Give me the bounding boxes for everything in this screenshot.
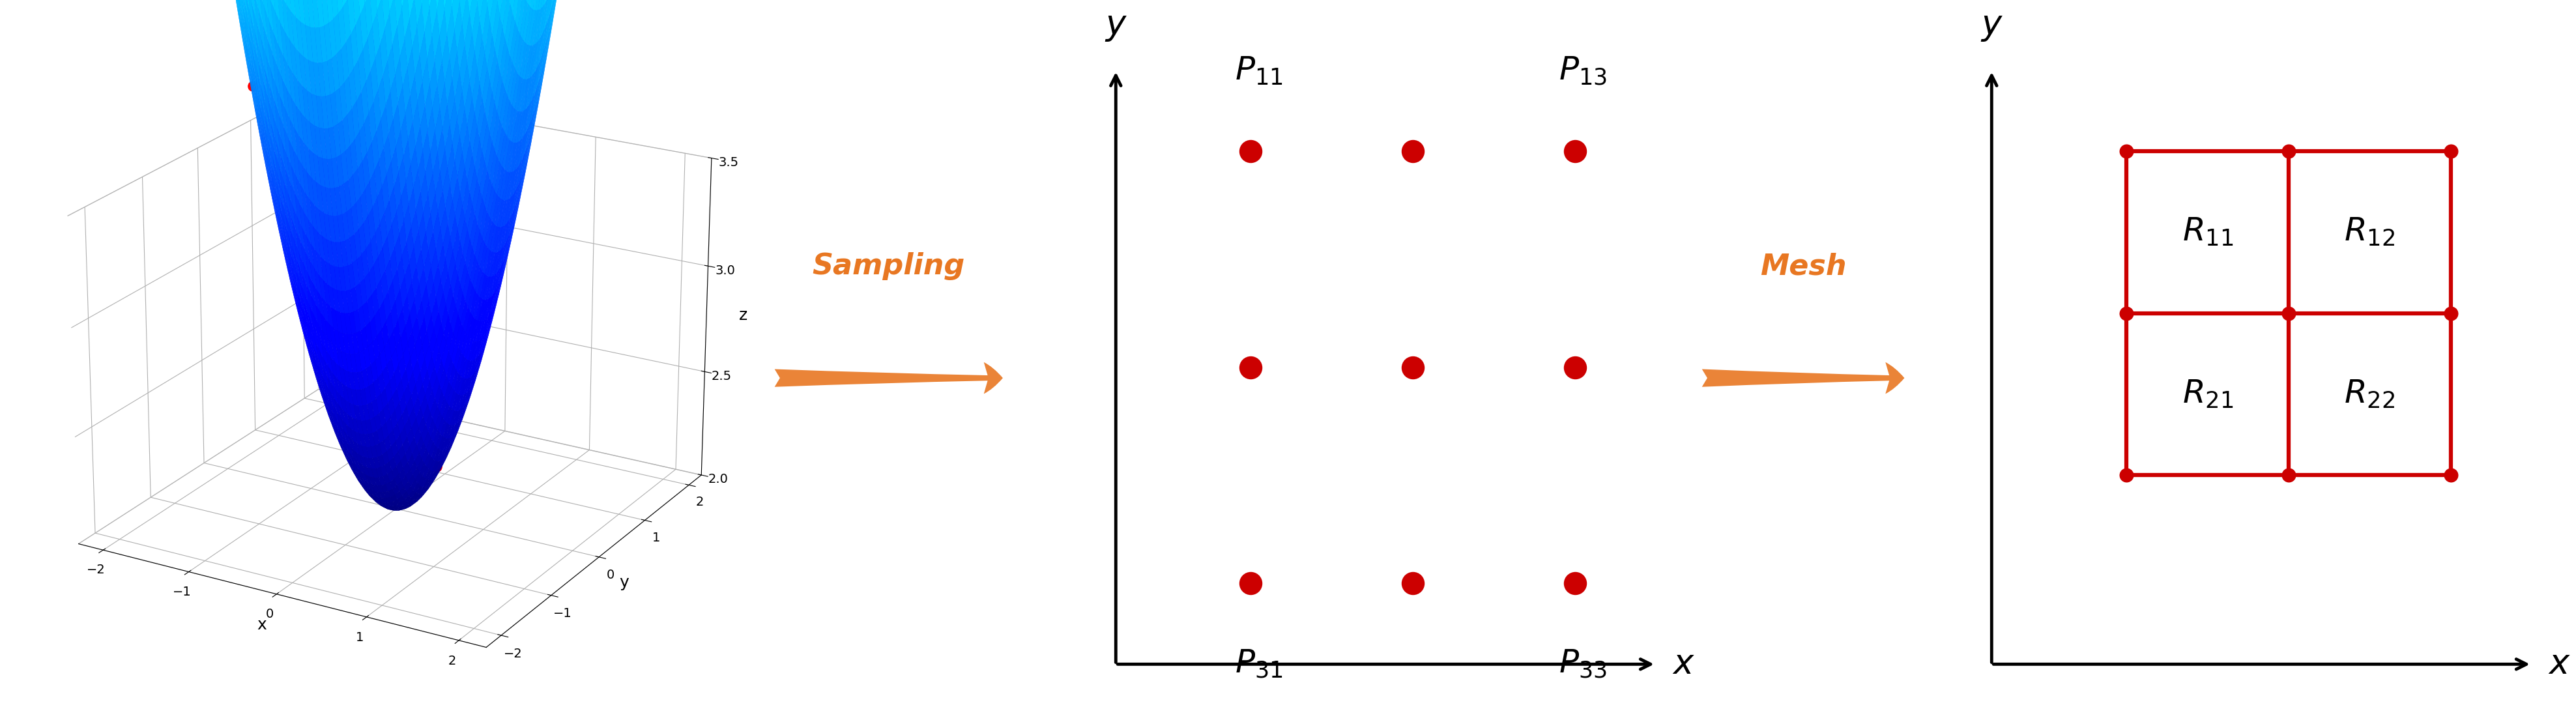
Point <box>2267 307 2308 319</box>
Text: $P_{33}$: $P_{33}$ <box>1558 648 1607 680</box>
Text: $R_{12}$: $R_{12}$ <box>2344 217 2396 248</box>
Y-axis label: y: y <box>618 575 629 590</box>
Point <box>2429 307 2470 319</box>
X-axis label: x: x <box>258 617 265 632</box>
Point <box>1553 145 1595 157</box>
Text: Mesh: Mesh <box>1759 253 1847 280</box>
Point <box>2429 145 2470 157</box>
Text: $x$: $x$ <box>1672 647 1695 681</box>
Point <box>1391 145 1432 157</box>
Text: Sampling: Sampling <box>811 253 966 280</box>
Point <box>1231 577 1273 589</box>
Point <box>1231 361 1273 373</box>
Text: $P_{13}$: $P_{13}$ <box>1558 55 1607 86</box>
Point <box>2267 145 2308 157</box>
Point <box>2107 145 2148 157</box>
Text: $P_{11}$: $P_{11}$ <box>1234 55 1283 86</box>
Point <box>2429 469 2470 481</box>
Text: $y$: $y$ <box>1981 9 2004 43</box>
Point <box>2267 469 2308 481</box>
Point <box>1391 361 1432 373</box>
Point <box>1553 577 1595 589</box>
Text: $y$: $y$ <box>1105 9 1128 43</box>
Text: $R_{21}$: $R_{21}$ <box>2182 379 2233 410</box>
Text: $x$: $x$ <box>2548 647 2571 681</box>
Point <box>1231 145 1273 157</box>
Point <box>2107 469 2148 481</box>
Point <box>1391 577 1432 589</box>
Point <box>2107 307 2148 319</box>
Text: $R_{11}$: $R_{11}$ <box>2182 217 2233 248</box>
Point <box>1553 361 1595 373</box>
Text: $P_{31}$: $P_{31}$ <box>1234 648 1283 680</box>
Text: $R_{22}$: $R_{22}$ <box>2344 379 2396 410</box>
